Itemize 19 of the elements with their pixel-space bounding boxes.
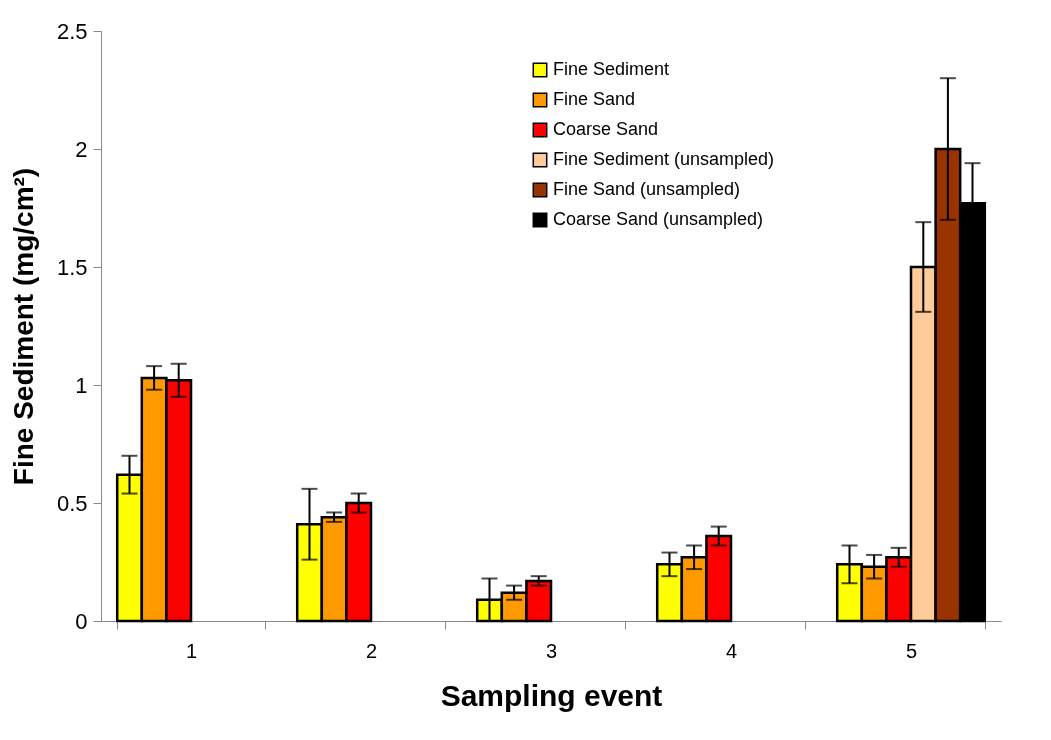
legend-label: Coarse Sand (unsampled): [553, 209, 764, 229]
y-tick-label: 1: [75, 372, 88, 398]
legend-label: Coarse Sand: [553, 119, 659, 139]
y-tick-label: 2.5: [56, 18, 88, 44]
x-tick-label: 4: [725, 639, 738, 662]
x-tick-label: 1: [185, 639, 198, 662]
y-tick-label: 1.5: [56, 254, 88, 280]
x-tick-label: 2: [365, 639, 378, 662]
x-tick-label: 3: [545, 639, 558, 662]
legend-label: Fine Sand: [553, 89, 636, 109]
legend-label: Fine Sand (unsampled): [553, 179, 741, 199]
y-axis-title: Fine Sediment (mg/cm²): [7, 167, 39, 486]
y-tick-label: 2: [75, 136, 88, 162]
x-axis-title: Sampling event: [440, 678, 663, 712]
legend-label: Fine Sediment (unsampled): [553, 149, 775, 169]
x-tick-label: 5: [905, 639, 918, 662]
legend-label: Fine Sediment: [553, 59, 670, 79]
y-tick-label: 0: [75, 608, 88, 634]
y-tick-label: 0.5: [56, 490, 88, 516]
